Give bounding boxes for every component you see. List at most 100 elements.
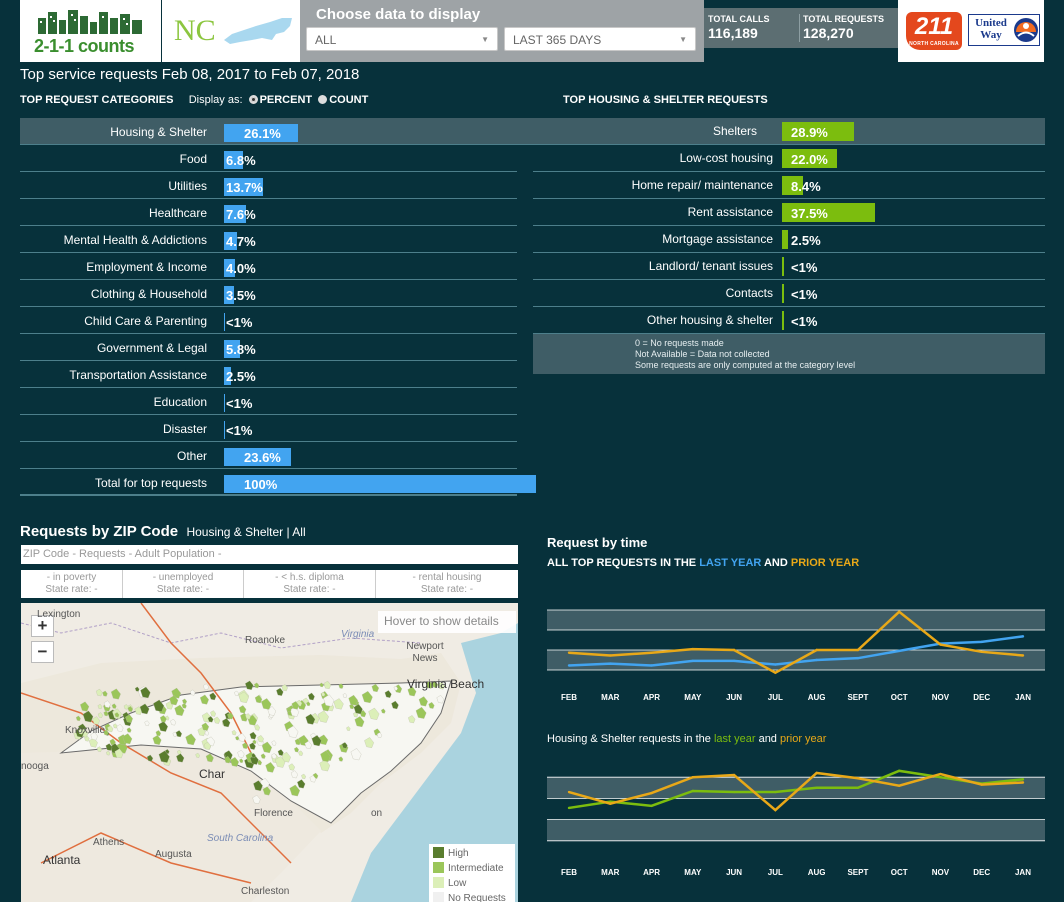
zip-region[interactable]	[271, 740, 277, 746]
zip-region[interactable]	[153, 699, 165, 712]
zip-region[interactable]	[195, 752, 200, 758]
zip-region[interactable]	[146, 754, 154, 762]
zip-region[interactable]	[371, 683, 379, 693]
category-row[interactable]: Housing & Shelter 26.1%	[20, 118, 517, 145]
data-point[interactable]	[609, 662, 612, 665]
zip-region[interactable]	[169, 695, 179, 706]
zip-region[interactable]	[298, 750, 304, 756]
zip-region[interactable]	[134, 686, 140, 692]
zip-region[interactable]	[311, 735, 322, 747]
zip-region[interactable]	[103, 710, 109, 717]
zip-region[interactable]	[200, 694, 209, 705]
zip-region[interactable]	[354, 716, 365, 728]
zip-region[interactable]	[265, 762, 275, 773]
zip-region[interactable]	[287, 707, 292, 713]
zip-region[interactable]	[103, 729, 109, 736]
data-point[interactable]	[774, 663, 777, 666]
category-row[interactable]: Healthcare 7.6%	[20, 199, 517, 226]
category-select[interactable]: ALL ▼	[306, 27, 498, 51]
housing-row[interactable]: Home repair/ maintenance 8.4%	[533, 172, 1045, 199]
211-counts-logo[interactable]: 2-1-1 counts	[20, 0, 161, 62]
zip-region[interactable]	[102, 690, 108, 697]
zip-region[interactable]	[97, 712, 103, 718]
zoom-out-button[interactable]: −	[31, 641, 54, 663]
date-range-select[interactable]: LAST 365 DAYS ▼	[504, 27, 696, 51]
data-point[interactable]	[980, 650, 983, 654]
housing-row[interactable]: Rent assistance 37.5%	[533, 199, 1045, 226]
data-point[interactable]	[856, 786, 860, 789]
zip-region[interactable]	[207, 716, 214, 723]
zip-region[interactable]	[317, 710, 329, 723]
zip-region[interactable]	[437, 681, 445, 690]
data-point[interactable]	[609, 654, 612, 657]
data-point[interactable]	[732, 648, 736, 652]
data-point[interactable]	[980, 640, 983, 644]
data-point[interactable]	[732, 659, 736, 663]
category-row[interactable]: Disaster <1%	[20, 415, 517, 442]
data-point[interactable]	[939, 643, 942, 646]
211-nc-logo[interactable]: 211 NORTH CAROLINA	[906, 12, 962, 50]
zip-region[interactable]	[338, 756, 344, 762]
zip-region[interactable]	[415, 706, 427, 719]
zip-region[interactable]	[175, 730, 183, 738]
zip-region[interactable]	[306, 701, 311, 707]
zip-region[interactable]	[122, 733, 133, 745]
category-row[interactable]: Food 6.8%	[20, 145, 517, 172]
zip-region[interactable]	[123, 704, 129, 710]
zip-region[interactable]	[350, 748, 362, 761]
zip-region[interactable]	[209, 692, 217, 701]
zip-region[interactable]	[155, 730, 162, 737]
zip-region[interactable]	[253, 780, 263, 792]
zip-region[interactable]	[307, 692, 315, 701]
data-point[interactable]	[1021, 778, 1025, 781]
zip-region[interactable]	[251, 753, 256, 759]
zip-region[interactable]	[271, 753, 277, 760]
zip-region[interactable]	[185, 733, 196, 746]
zip-region[interactable]	[333, 698, 344, 710]
housing-row[interactable]: Other housing & shelter <1%	[533, 307, 1045, 334]
zip-region[interactable]	[177, 749, 182, 755]
data-point[interactable]	[691, 776, 695, 779]
data-point[interactable]	[650, 664, 653, 667]
zip-region[interactable]	[274, 756, 286, 768]
zip-region[interactable]	[287, 725, 299, 738]
zip-region[interactable]	[323, 680, 331, 690]
data-point[interactable]	[774, 808, 777, 812]
zip-region[interactable]	[112, 723, 118, 729]
zip-region[interactable]	[90, 732, 98, 741]
data-point[interactable]	[1021, 781, 1025, 784]
data-point[interactable]	[897, 784, 901, 787]
data-point[interactable]	[650, 651, 653, 654]
zip-region[interactable]	[213, 716, 221, 724]
data-point[interactable]	[609, 802, 612, 805]
data-point[interactable]	[939, 772, 942, 776]
zip-region[interactable]	[224, 756, 231, 764]
zip-region[interactable]	[107, 725, 114, 733]
zip-region[interactable]	[267, 706, 277, 716]
zip-region[interactable]	[227, 712, 234, 720]
zip-region[interactable]	[95, 688, 103, 697]
zoom-in-button[interactable]: +	[31, 615, 54, 637]
data-point[interactable]	[980, 783, 983, 786]
zip-region[interactable]	[159, 715, 167, 723]
zip-region[interactable]	[201, 722, 210, 731]
data-point[interactable]	[650, 804, 653, 808]
category-row[interactable]: Utilities 13.7%	[20, 172, 517, 199]
data-point[interactable]	[732, 773, 736, 777]
zip-region[interactable]	[126, 727, 132, 733]
zip-region[interactable]	[239, 758, 244, 763]
zip-region[interactable]	[176, 753, 185, 763]
zip-region[interactable]	[320, 750, 331, 762]
zip-region[interactable]	[139, 703, 150, 715]
zip-region[interactable]	[261, 698, 272, 710]
zip-region[interactable]	[237, 733, 246, 742]
zip-region[interactable]	[106, 750, 111, 756]
united-way-logo[interactable]: United Way	[968, 14, 1040, 46]
zip-region[interactable]	[80, 701, 90, 712]
category-row[interactable]: Mental Health & Addictions 4.7%	[20, 226, 517, 253]
zip-region[interactable]	[125, 714, 133, 723]
percent-radio[interactable]	[248, 95, 258, 104]
data-point[interactable]	[567, 790, 571, 794]
zip-region[interactable]	[288, 763, 295, 771]
zip-region[interactable]	[361, 690, 373, 704]
